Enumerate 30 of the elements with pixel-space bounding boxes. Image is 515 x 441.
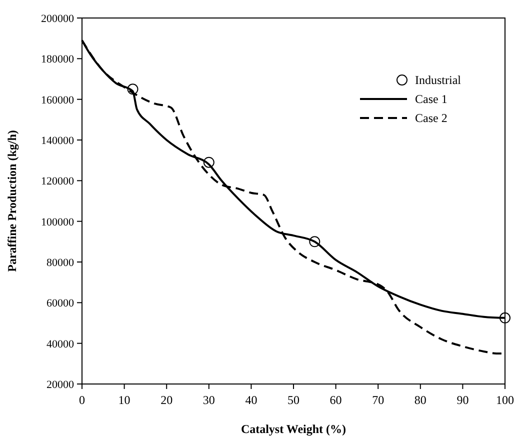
y-tick-label: 40000	[46, 338, 74, 350]
x-axis-title: Catalyst Weight (%)	[240, 422, 346, 436]
x-tick-label: 20	[160, 393, 173, 407]
x-tick-label: 30	[202, 393, 215, 407]
point	[500, 312, 510, 324]
y-axis-title: Paraffine Production (kg/h)	[5, 130, 19, 272]
y-tick-label: 160000	[41, 94, 74, 106]
y-tick-label: 180000	[41, 54, 74, 66]
x-tick-label: 100	[496, 393, 514, 407]
x-tick-label: 60	[330, 393, 342, 407]
y-tick-label: 120000	[41, 176, 74, 188]
x-tick-label: 70	[372, 393, 384, 407]
legend-label: Case 2	[415, 111, 448, 125]
x-tick-label: 80	[414, 393, 426, 407]
y-tick-label: 140000	[41, 135, 74, 147]
legend-label: Case 1	[415, 92, 448, 106]
y-tick-label: 80000	[46, 257, 74, 269]
x-tick-label: 10	[118, 393, 130, 407]
legend-label: Industrial	[415, 73, 462, 87]
y-tick-label: 60000	[46, 298, 74, 310]
point	[309, 236, 320, 248]
y-tick-label: 20000	[46, 379, 74, 391]
y-tick-label: 200000	[41, 13, 74, 25]
point	[127, 84, 138, 95]
x-tick-label: 0	[79, 393, 85, 407]
x-tick-label: 90	[456, 393, 469, 407]
x-tick-label: 40	[245, 393, 258, 407]
y-tick-label: 100000	[41, 216, 74, 228]
point	[203, 156, 214, 168]
x-tick-label: 50	[288, 393, 300, 407]
